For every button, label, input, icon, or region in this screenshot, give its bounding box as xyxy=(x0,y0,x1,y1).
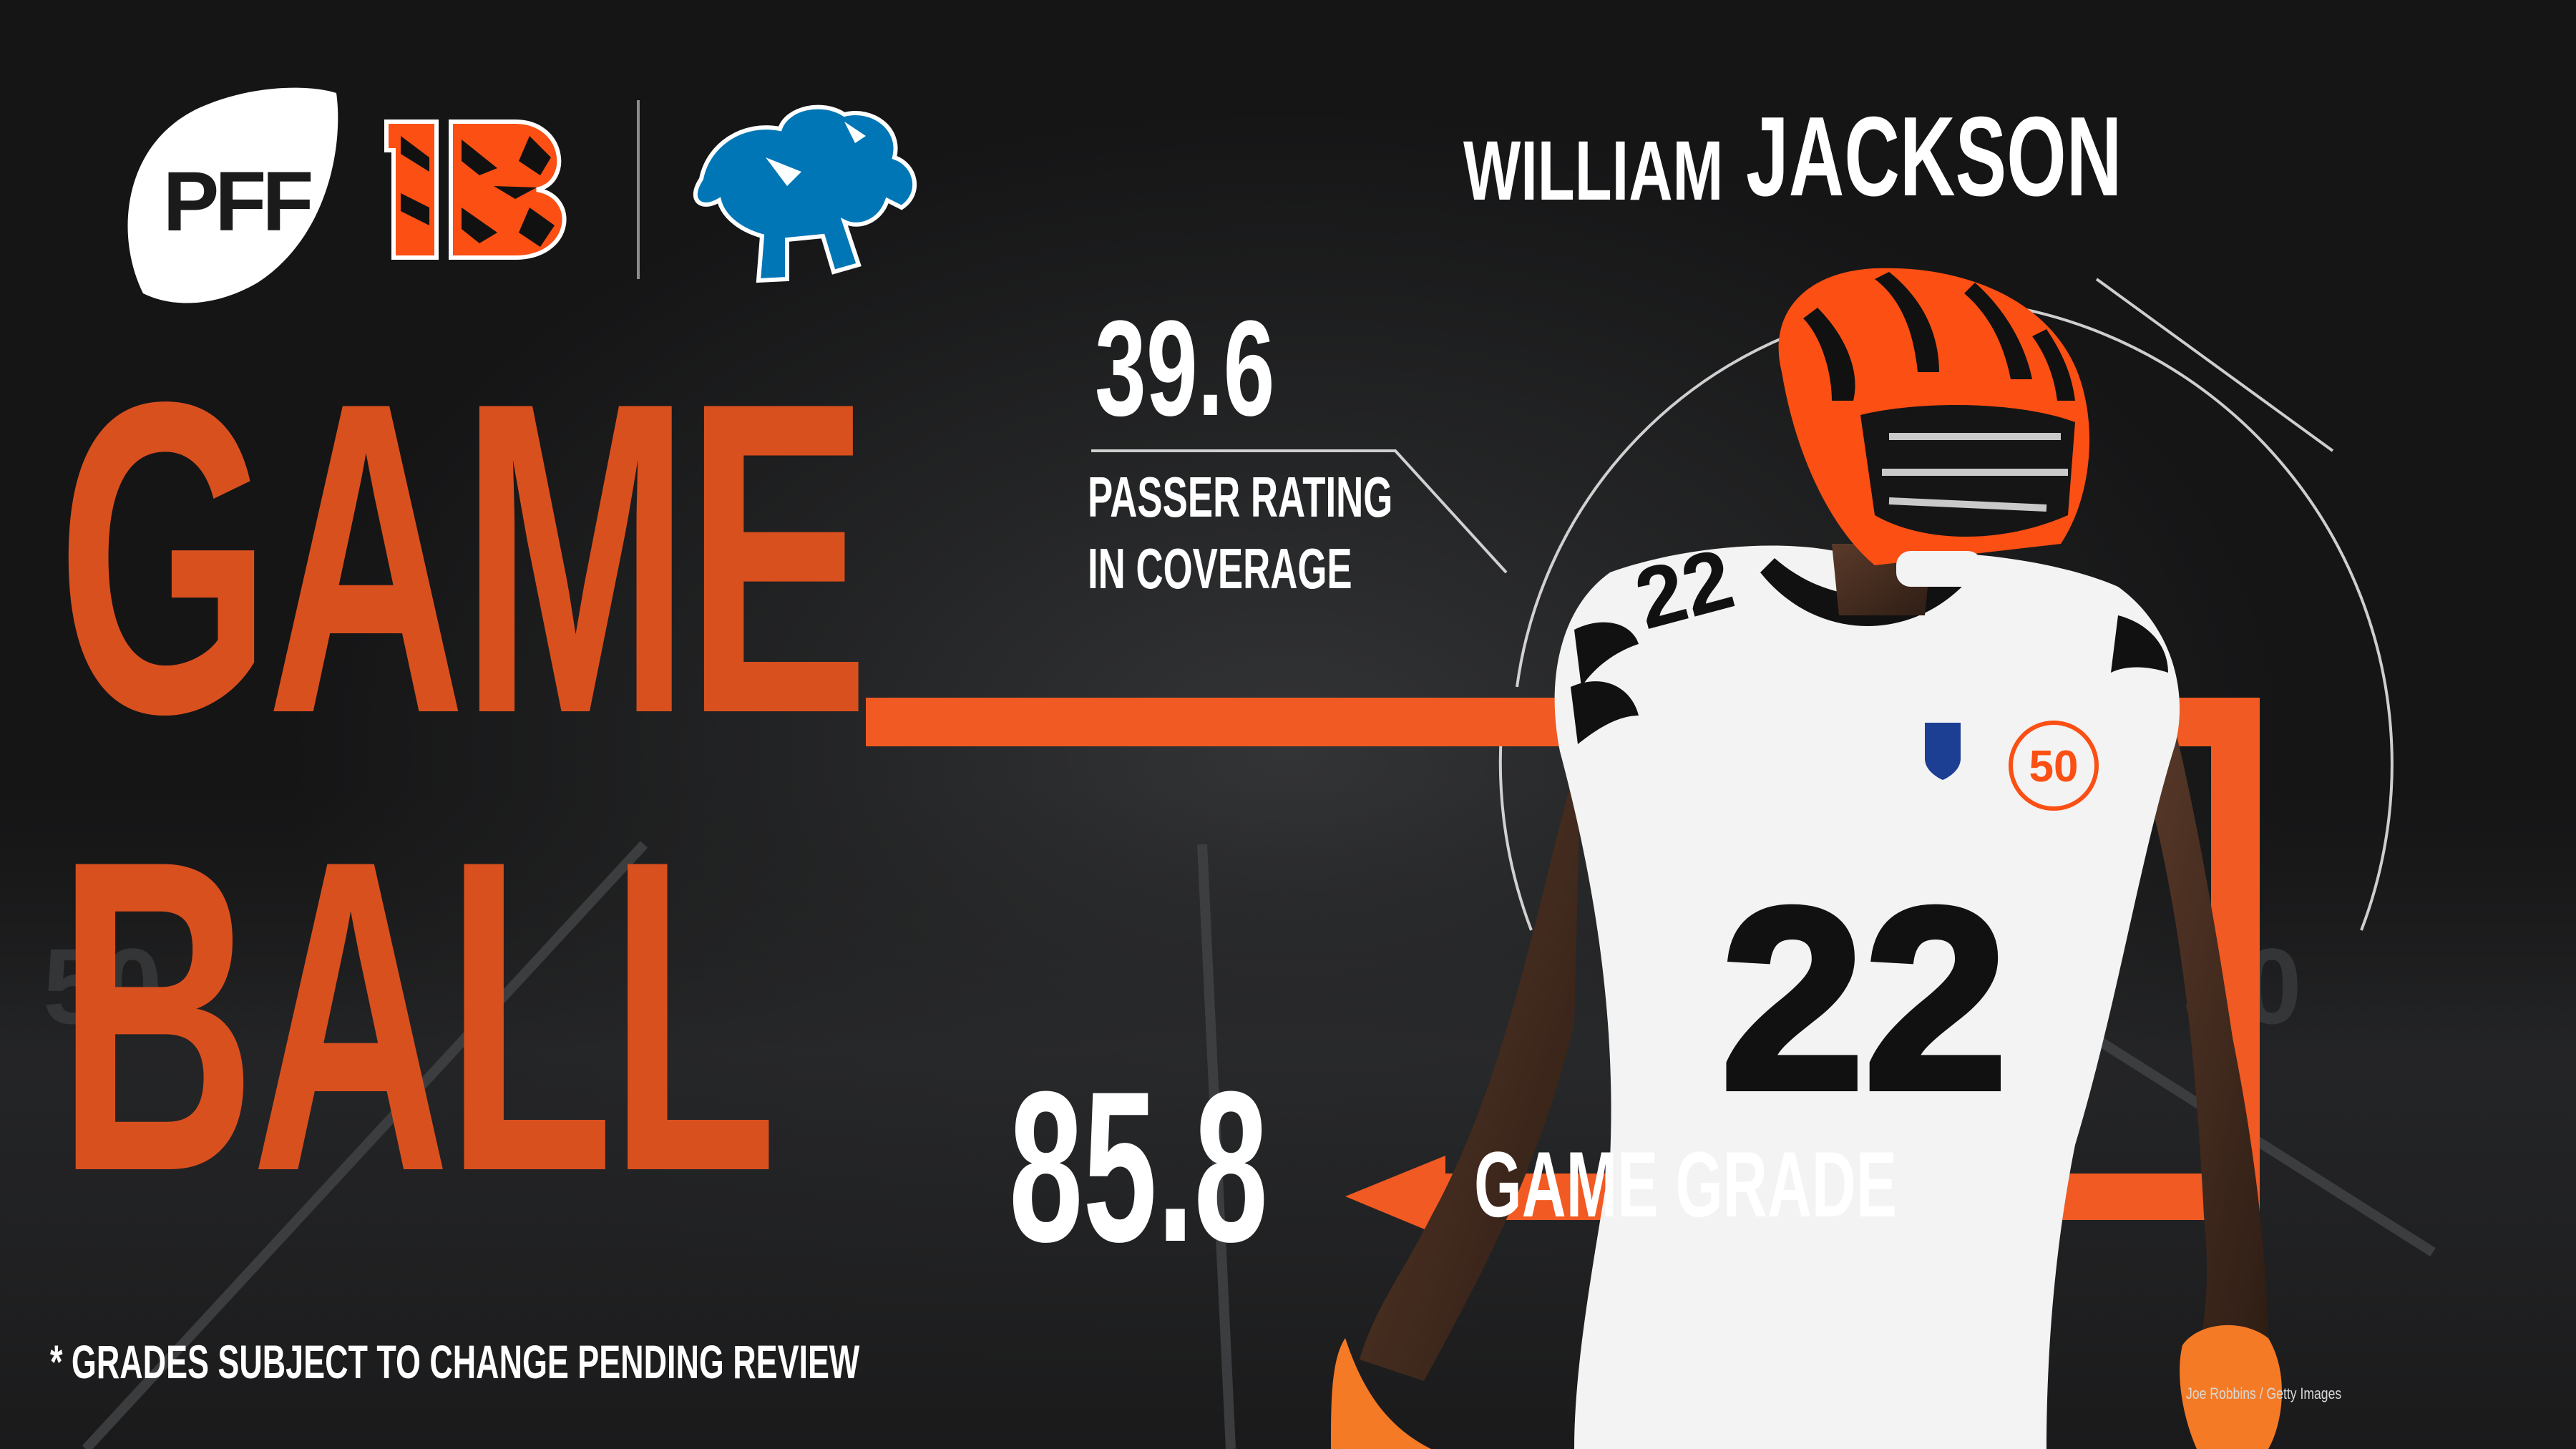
svg-text:50: 50 xyxy=(43,926,162,1046)
arrow-head xyxy=(1345,1156,1445,1238)
logo-divider xyxy=(637,100,640,279)
bengals-logo xyxy=(384,119,567,260)
stat-passer-rating-label: PASSER RATING xyxy=(1088,465,1393,529)
player-last-name: JACKSON xyxy=(1746,94,2122,220)
headline-ball: BALL xyxy=(57,769,777,1264)
svg-text:PFF: PFF xyxy=(163,155,311,249)
helmet xyxy=(1778,268,2089,587)
photo-credit: Joe Robbins / Getty Images xyxy=(2186,1385,2342,1402)
grades-disclaimer: * GRADES SUBJECT TO CHANGE PENDING REVIE… xyxy=(50,1335,860,1388)
nfl-shield-icon xyxy=(1925,723,1961,780)
stat-game-grade-label: GAME GRADE xyxy=(1474,1132,1898,1236)
anniversary-patch-icon: 50 xyxy=(2009,721,2099,811)
jersey-number: 22 xyxy=(1721,855,2007,1143)
pff-logo: PFF xyxy=(127,87,338,303)
svg-text:50: 50 xyxy=(2029,742,2079,791)
stat-passer-rating-value: 39.6 xyxy=(1095,293,1275,444)
stat-game-grade-value: 85.8 xyxy=(1009,1046,1269,1287)
lions-logo xyxy=(693,104,917,283)
player-first-name: WILLIAM xyxy=(1463,124,1724,218)
stat-passer-rating-label-line2: IN COVERAGE xyxy=(1088,537,1352,600)
headline-game: GAME xyxy=(57,311,869,806)
